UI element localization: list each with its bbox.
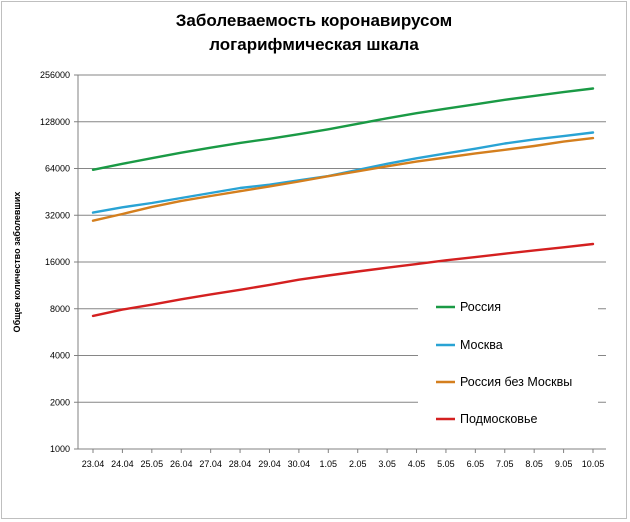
y-tick-label: 4000 [50,351,70,361]
series-lines [91,87,595,318]
y-tick-label: 32000 [45,210,70,220]
x-tick-label: 30.04 [288,459,311,469]
x-tick-label: 24.04 [111,459,134,469]
y-tick-label: 256000 [40,70,70,80]
x-tick-label: 1.05 [320,459,338,469]
legend: Россия Москва Россия без Москвы Подмосковье [436,300,572,426]
y-axis-label: Общее количество заболевших [12,192,22,333]
x-tick-label: 23.04 [82,459,105,469]
x-tick-label: 28.04 [229,459,252,469]
legend-label: Россия без Москвы [460,375,572,389]
x-tick-label: 6.05 [467,459,485,469]
y-tick-label: 8000 [50,304,70,314]
x-tick-label: 8.05 [525,459,543,469]
y-tick-label: 1000 [50,444,70,454]
x-tick-label: 29.04 [258,459,281,469]
series-line-0 [91,87,595,172]
legend-box [418,288,598,436]
x-tick-label: 4.05 [408,459,426,469]
x-tick-label: 10.05 [582,459,605,469]
x-tick-label: 27.04 [199,459,222,469]
y-tick-label: 128000 [40,117,70,127]
y-tick-label: 64000 [45,164,70,174]
x-tick-label: 26.04 [170,459,193,469]
grid [74,74,606,453]
y-tick-label: 16000 [45,257,70,267]
x-tick-label: 7.05 [496,459,514,469]
legend-label: Подмосковье [460,412,537,426]
y-tick-label: 2000 [50,397,70,407]
legend-label: Россия [460,300,501,314]
x-tick-label: 2.05 [349,459,367,469]
legend-label: Москва [460,338,503,352]
x-tick-label: 25.05 [141,459,164,469]
x-axis-ticks: 23.04 24.04 25.05 26.04 27.04 28.04 29.04 30.04… [82,459,605,469]
x-tick-label: 3.05 [378,459,396,469]
chart-title-line-1: Заболеваемость коронавирусом [176,11,452,30]
x-tick-label: 5.05 [437,459,455,469]
chart-title-line-2: логарифмическая шкала [209,35,419,54]
y-axis-ticks: 1000 2000 4000 8000 16000 32000 64000 128000 256… [40,70,70,454]
series-line-3 [91,242,595,318]
x-tick-label: 9.05 [555,459,573,469]
series-line-2 [91,136,595,222]
